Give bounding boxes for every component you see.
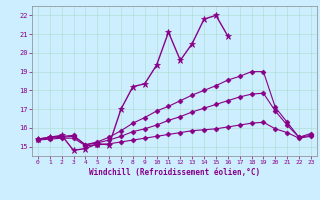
X-axis label: Windchill (Refroidissement éolien,°C): Windchill (Refroidissement éolien,°C) bbox=[89, 168, 260, 177]
